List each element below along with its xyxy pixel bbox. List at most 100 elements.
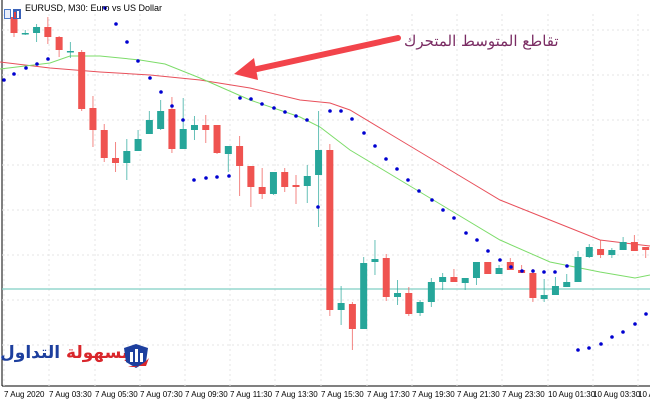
time-tick-label: 7 Aug 19:30 <box>412 390 455 399</box>
candle-body <box>394 293 402 297</box>
parabolic-sar-dot <box>204 176 208 180</box>
parabolic-sar-dot <box>542 270 546 274</box>
candle-body <box>348 304 356 329</box>
candle-body <box>495 268 503 274</box>
candle-body <box>44 27 52 37</box>
annotation-text: تقاطع المتوسط المتحرك <box>404 32 559 50</box>
candle-body <box>179 129 187 149</box>
parabolic-sar-dot <box>486 249 490 253</box>
time-tick-label: 7 Aug 11:30 <box>230 390 273 399</box>
parabolic-sar-dot <box>576 348 580 352</box>
logo-text: بسهولة التداول <box>0 343 128 363</box>
candle-body <box>269 172 277 194</box>
candle-body <box>33 27 41 33</box>
candle-body <box>213 125 221 153</box>
candle-body <box>619 242 627 250</box>
candle-body <box>597 249 605 255</box>
parabolic-sar-dot <box>373 144 377 148</box>
parabolic-sar-dot <box>430 198 434 202</box>
parabolic-sar-dot <box>362 131 366 135</box>
time-tick-label: 7 Aug 13:30 <box>275 390 318 399</box>
candle-body <box>563 282 571 287</box>
parabolic-sar-dot <box>621 330 625 334</box>
logo-word-2: بسهولة <box>66 343 129 363</box>
candle-body <box>21 33 29 35</box>
parabolic-sar-dot <box>395 167 399 171</box>
parabolic-sar-dot <box>498 258 502 262</box>
candle-body <box>461 278 469 283</box>
candle-body <box>427 282 435 302</box>
parabolic-sar-dot <box>553 270 557 274</box>
candle-body <box>281 172 289 187</box>
time-tick-label: 7 Aug 05:30 <box>95 390 138 399</box>
time-tick-label: 10 Au <box>638 390 650 399</box>
parabolic-sar-dot <box>350 117 354 121</box>
time-tick-label: 10 Aug 03:30 <box>593 390 641 399</box>
candle-body <box>574 257 582 282</box>
parabolic-sar-dot <box>316 205 320 209</box>
candle-body <box>10 17 18 33</box>
candle-body <box>315 150 323 175</box>
parabolic-sar-dot <box>2 78 6 82</box>
parabolic-sar-dot <box>339 109 343 113</box>
parabolic-sar-dot <box>565 264 569 268</box>
time-tick-label: 7 Aug 17:30 <box>367 390 410 399</box>
parabolic-sar-dot <box>249 97 253 101</box>
candle-body <box>55 37 63 50</box>
candle-body <box>529 273 537 298</box>
parabolic-sar-dot <box>644 312 648 316</box>
candle-body <box>78 52 86 109</box>
parabolic-sar-dot <box>260 102 264 106</box>
candle-body <box>145 120 153 134</box>
parabolic-sar-dot <box>587 346 591 350</box>
chart-window-icon <box>4 4 21 19</box>
parabolic-sar-dot <box>148 76 152 80</box>
parabolic-sar-dot <box>384 157 388 161</box>
logo-shield-icon <box>124 344 149 368</box>
candle-body <box>236 146 244 166</box>
parabolic-sar-dot <box>238 96 242 100</box>
parabolic-sar-dot <box>417 189 421 193</box>
parabolic-sar-dot <box>103 6 107 10</box>
candle-body <box>642 247 650 250</box>
parabolic-sar-dot <box>12 72 16 76</box>
parabolic-sar-dot <box>599 342 603 346</box>
candle-body <box>608 250 616 255</box>
candle-body <box>89 108 97 130</box>
candle-body <box>190 125 198 130</box>
candle-body <box>258 187 266 194</box>
parabolic-sar-dot <box>35 62 39 66</box>
parabolic-sar-dot <box>305 118 309 122</box>
parabolic-sar-dot <box>215 175 219 179</box>
logo-word-1: التداول <box>0 343 61 363</box>
slow-moving-average-line <box>0 61 650 247</box>
candle-body <box>382 258 390 297</box>
candle-body <box>123 151 131 163</box>
time-tick-label: 7 Aug 07:30 <box>140 390 183 399</box>
parabolic-sar-dot <box>181 118 185 122</box>
time-tick-label: 7 Aug 23:30 <box>502 390 545 399</box>
logo: بسهولة التداول <box>0 340 160 370</box>
parabolic-sar-dot <box>531 269 535 273</box>
candle-body <box>292 185 300 187</box>
parabolic-sar-dot <box>24 66 28 70</box>
time-tick-label: 7 Aug 15:30 <box>321 390 364 399</box>
candle-body <box>112 158 120 163</box>
time-tick-label: 7 Aug 21:30 <box>457 390 500 399</box>
parabolic-sar-dot <box>125 40 129 44</box>
annotation-arrow-shaft <box>245 35 401 74</box>
time-tick-label: 7 Aug 09:30 <box>185 390 228 399</box>
parabolic-sar-dot <box>192 178 196 182</box>
candle-body <box>360 263 368 329</box>
candle-body <box>100 130 108 158</box>
candle-body <box>202 125 210 130</box>
candle-body <box>66 51 74 53</box>
parabolic-sar-dot <box>475 238 479 242</box>
candle-body <box>630 242 638 251</box>
parabolic-sar-dot <box>170 104 174 108</box>
candle-body <box>484 262 492 274</box>
parabolic-sar-dot <box>464 231 468 235</box>
candle-body <box>405 293 413 314</box>
candle-body <box>472 262 480 278</box>
